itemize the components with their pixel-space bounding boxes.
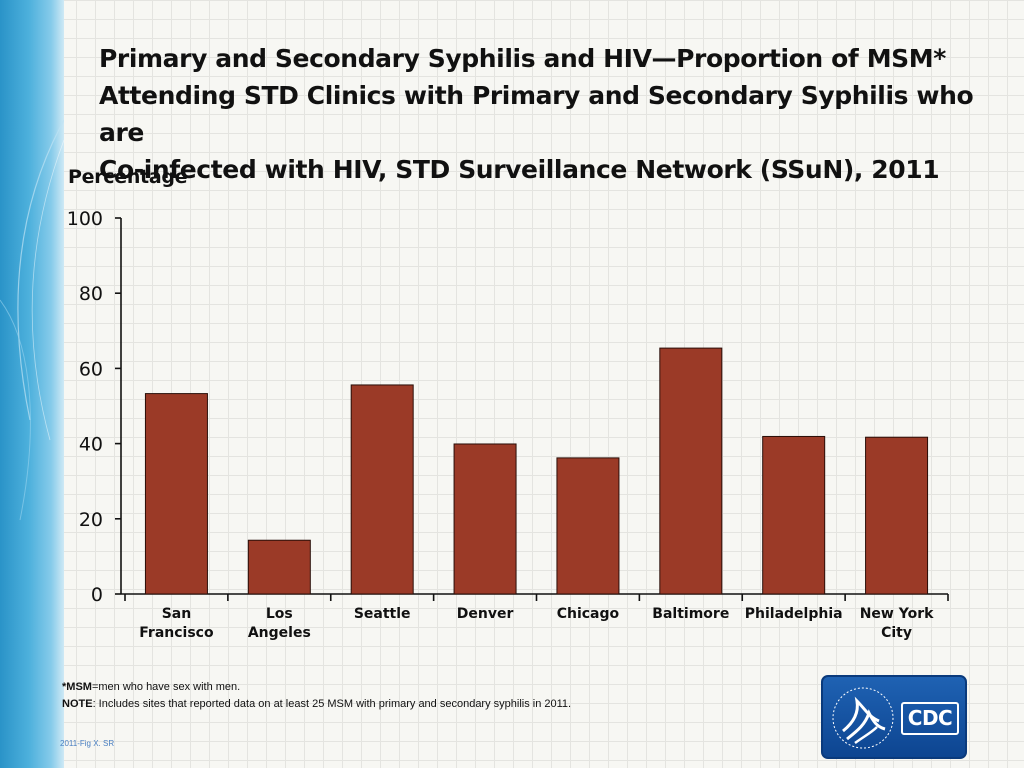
x-tick-label: City (881, 625, 912, 641)
bar (247, 539, 311, 595)
x-tick-label: Angeles (248, 625, 311, 641)
y-axis-label: Percentage (68, 166, 188, 188)
title-line-3: Co-infected with HIV, STD Surveillance N… (99, 155, 940, 184)
bar (659, 347, 723, 595)
footnote-msm-term: *MSM (62, 681, 92, 693)
x-tick-label: Seattle (354, 606, 411, 622)
x-tick-label: New York (860, 606, 934, 622)
decorative-sidebar (0, 0, 64, 768)
x-tick-label: Denver (457, 606, 514, 622)
bar (350, 384, 414, 595)
title-line-2: Attending STD Clinics with Primary and S… (99, 81, 974, 147)
bar (556, 457, 620, 595)
figure-id: 2011-Fig X. SR (60, 739, 115, 748)
bar (453, 443, 517, 595)
x-tick-label: San (162, 606, 192, 622)
footnote-note-label: NOTE (62, 698, 93, 710)
x-tick-label: Los (266, 606, 293, 622)
footnote-note: NOTE: Includes sites that reported data … (62, 698, 571, 710)
x-tick-label: Chicago (557, 606, 620, 622)
sidebar-swoosh-decoration (0, 119, 64, 521)
footnote-note-text: : Includes sites that reported data on a… (92, 698, 572, 710)
bar (865, 436, 929, 595)
x-tick-label: Philadelphia (745, 606, 843, 622)
footnote-msm-definition: =men who have sex with men. (91, 681, 241, 693)
page-title: Primary and Secondary Syphilis and HIV—P… (99, 40, 999, 188)
x-tick-label: Baltimore (652, 606, 729, 622)
y-tick-label: 40 (79, 434, 103, 456)
y-tick-label: 0 (91, 584, 103, 606)
bar (762, 435, 826, 595)
cdc-logo: CDC (821, 675, 967, 759)
footnote-msm: *MSM=men who have sex with men. (62, 681, 240, 693)
y-tick-label: 80 (79, 283, 103, 305)
hhs-seal-icon (832, 687, 894, 749)
y-tick-label: 100 (67, 208, 103, 230)
cdc-logo-text: CDC (901, 702, 959, 735)
title-line-1: Primary and Secondary Syphilis and HIV—P… (99, 44, 946, 73)
y-tick-label: 20 (79, 509, 103, 531)
bar (144, 393, 208, 595)
x-tick-label: Francisco (139, 625, 214, 641)
y-tick-label: 60 (79, 358, 103, 380)
